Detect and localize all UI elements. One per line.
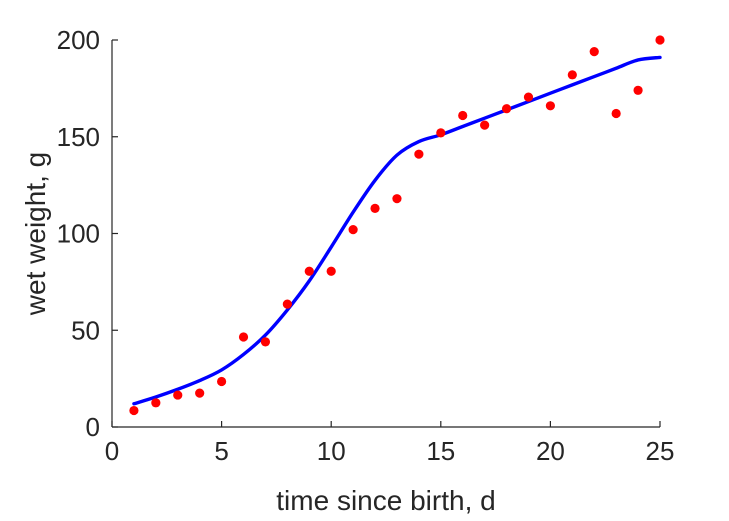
fit-curve	[132, 55, 662, 406]
data-point	[195, 388, 205, 398]
axes	[111, 39, 661, 428]
data-point	[304, 266, 314, 276]
x-tick-label: 10	[317, 436, 346, 466]
y-tick-label: 50	[71, 315, 100, 345]
data-point	[173, 390, 183, 400]
y-tick-label: 0	[86, 412, 100, 442]
data-point	[611, 108, 621, 119]
data-point	[348, 225, 358, 235]
fit-curve-layer	[132, 55, 662, 406]
data-point	[633, 85, 643, 95]
data-point	[282, 299, 292, 309]
data-point	[326, 266, 336, 276]
data-point	[501, 104, 512, 114]
x-tick-label: 0	[105, 436, 119, 466]
x-tick-label: 20	[536, 436, 565, 466]
x-tick-label: 25	[646, 436, 675, 466]
data-point	[238, 332, 249, 342]
data-point	[589, 47, 599, 57]
tick-labels: 0 5 10 15 20 25 0 50 100 150 200	[57, 25, 675, 466]
y-axis-label: wet weight, g	[20, 152, 51, 316]
data-point	[217, 376, 227, 387]
data-point	[151, 398, 161, 408]
x-axis-label: time since birth, d	[276, 485, 495, 516]
data-point	[414, 149, 424, 159]
data-point	[392, 194, 402, 204]
data-point	[458, 110, 468, 121]
data-point	[655, 35, 665, 45]
y-tick-label: 100	[57, 219, 100, 249]
data-point	[523, 92, 534, 102]
data-points-layer	[129, 35, 665, 416]
x-tick-label: 5	[214, 436, 228, 466]
data-point	[545, 101, 556, 111]
data-point	[480, 120, 490, 130]
x-tick-label: 15	[426, 436, 455, 466]
data-point	[129, 405, 139, 416]
data-point	[436, 128, 446, 138]
y-tick-label: 200	[57, 25, 100, 55]
data-point	[370, 203, 380, 213]
data-point	[567, 70, 577, 80]
y-tick-label: 150	[57, 122, 100, 152]
data-point	[260, 337, 271, 347]
